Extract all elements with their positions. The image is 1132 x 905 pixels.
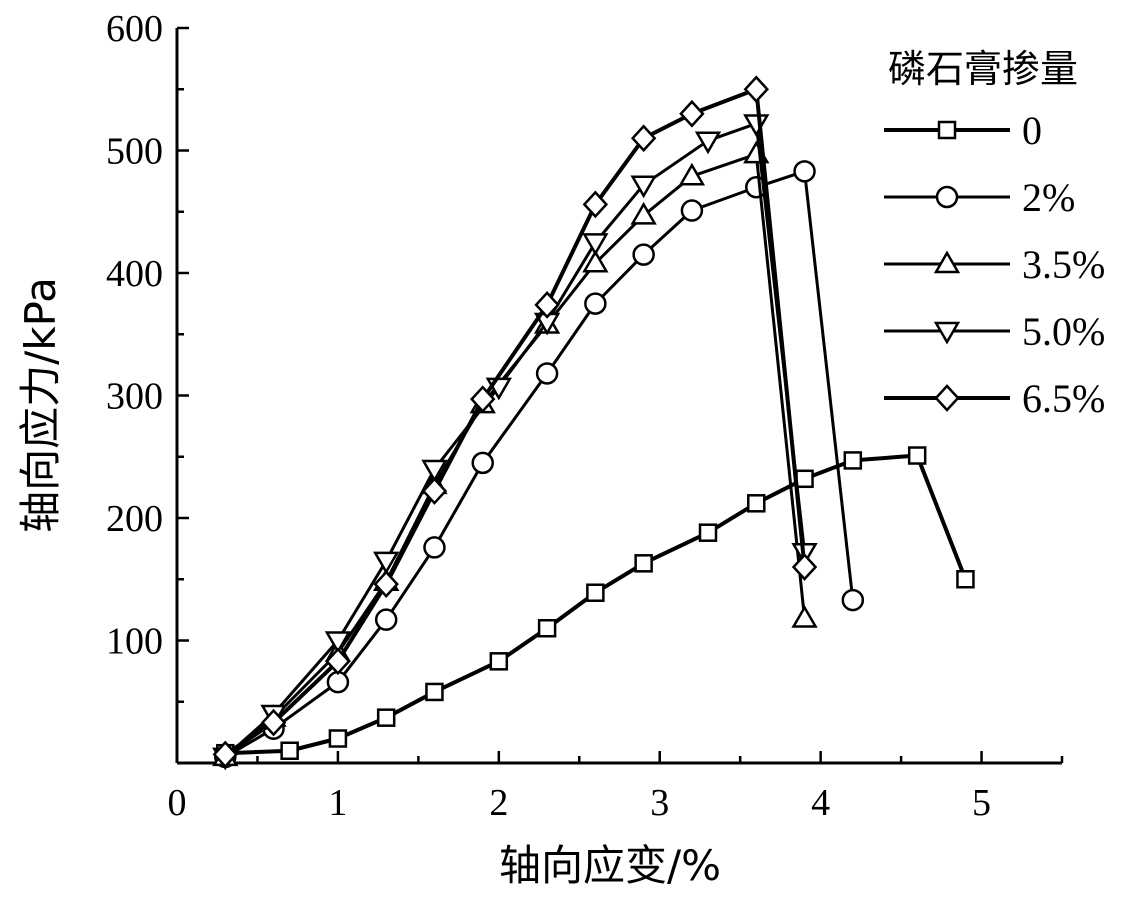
- y-tick-label: 400: [106, 253, 163, 295]
- data-point: [582, 249, 609, 273]
- data-point: [260, 708, 287, 737]
- legend-label: 0: [1022, 108, 1042, 153]
- data-point: [373, 570, 399, 598]
- y-tick-label: 500: [106, 131, 163, 173]
- x-tick-label: 1: [328, 782, 347, 824]
- data-point: [630, 175, 657, 199]
- data-point: [791, 553, 818, 581]
- data-point: [956, 570, 975, 589]
- x-axis-title: 轴向应变/%: [499, 841, 721, 890]
- data-point: [907, 446, 927, 465]
- series-layer: [212, 75, 975, 771]
- y-tick-label: 300: [106, 376, 163, 418]
- data-point: [423, 536, 446, 559]
- data-point: [634, 554, 653, 573]
- data-point: [793, 160, 816, 183]
- data-point: [679, 99, 705, 128]
- legend-title: 磷石膏掺量: [888, 47, 1078, 91]
- data-point: [425, 682, 444, 702]
- data-point: [537, 619, 557, 638]
- y-tick-label: 100: [106, 621, 163, 663]
- legend-label: 6.5%: [1022, 376, 1105, 421]
- series-line: [224, 169, 855, 759]
- data-point: [586, 583, 605, 602]
- data-point: [843, 451, 863, 470]
- series-line: [224, 87, 807, 757]
- x-tick-label: 3: [650, 782, 669, 824]
- data-point: [376, 708, 396, 727]
- data-point: [791, 604, 818, 628]
- legend: 磷石膏掺量 0 2% 3.5% 5.0% 6.5%: [884, 47, 1105, 421]
- data-point: [630, 201, 657, 225]
- legend-marker: [934, 384, 960, 412]
- legend-item: 6.5%: [884, 376, 1105, 421]
- data-point: [747, 494, 766, 513]
- legend-marker: [933, 250, 961, 274]
- y-tick-label: 200: [106, 498, 163, 540]
- y-axis-title: 轴向应力/kPa: [16, 277, 65, 533]
- data-point: [680, 199, 704, 222]
- legend-marker: [935, 185, 959, 209]
- x-tick-label: 4: [811, 782, 830, 824]
- legend-label: 5.0%: [1022, 309, 1105, 354]
- data-point: [280, 741, 299, 760]
- legend-item: 3.5%: [884, 242, 1105, 287]
- data-point: [582, 233, 609, 256]
- data-point: [328, 729, 348, 748]
- data-point: [632, 243, 655, 266]
- data-point: [694, 131, 722, 155]
- data-point: [630, 124, 657, 153]
- legend-label: 2%: [1022, 175, 1075, 220]
- data-point: [324, 631, 352, 654]
- series-5: [212, 75, 818, 769]
- x-tick-label: 5: [972, 782, 991, 824]
- data-point: [421, 459, 448, 483]
- data-point: [374, 608, 398, 631]
- data-point: [325, 647, 351, 676]
- series-4: [212, 114, 818, 771]
- data-point: [373, 551, 400, 575]
- legend-item: 0: [884, 108, 1042, 153]
- series-line: [224, 152, 807, 759]
- legend-marker: [933, 321, 961, 345]
- legend-label: 3.5%: [1022, 242, 1105, 287]
- data-point: [489, 652, 509, 671]
- data-point: [421, 477, 448, 505]
- x-tick-label: 2: [489, 782, 508, 824]
- data-point: [795, 469, 814, 489]
- data-point: [698, 523, 718, 542]
- data-point: [212, 740, 238, 769]
- data-point: [582, 190, 609, 219]
- data-point: [841, 588, 865, 612]
- data-point: [678, 162, 706, 186]
- data-point: [534, 291, 560, 319]
- legend-item: 5.0%: [884, 309, 1105, 354]
- data-point: [743, 75, 769, 104]
- legend-marker: [937, 120, 957, 140]
- x-tick-label: 0: [168, 782, 187, 824]
- data-point: [471, 451, 494, 475]
- data-point: [535, 362, 559, 385]
- y-tick-label: 600: [106, 8, 163, 50]
- data-point: [584, 292, 607, 315]
- axes: 100 200 300 400 500 600 0 1 2 3 4 5: [106, 8, 1064, 824]
- legend-item: 2%: [884, 175, 1075, 220]
- series-3: [212, 140, 818, 767]
- series-line: [224, 122, 807, 758]
- data-point: [470, 385, 496, 414]
